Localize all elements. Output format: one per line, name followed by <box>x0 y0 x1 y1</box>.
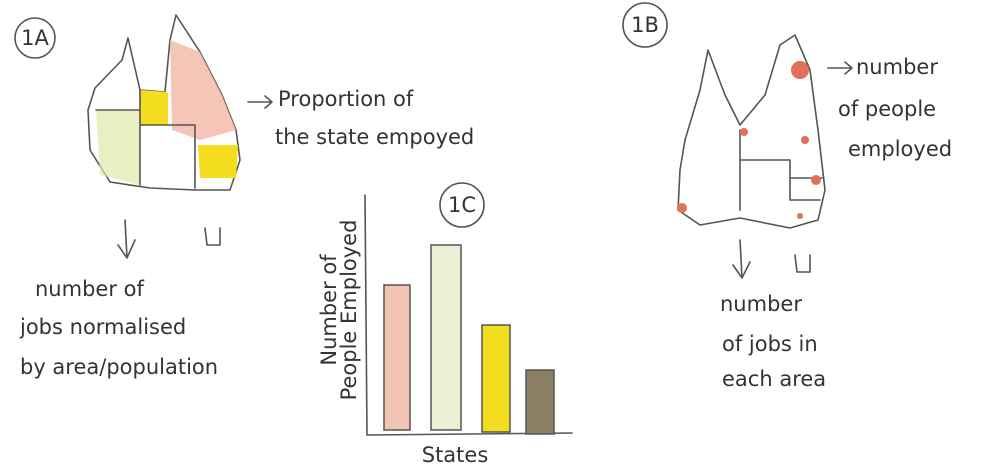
caption: jobs normalised <box>19 315 186 339</box>
annotation: number <box>856 55 938 79</box>
region <box>170 40 236 140</box>
caption: number of <box>35 277 144 301</box>
panel-1c: 1C Number of People Employed States <box>317 182 573 467</box>
border <box>739 129 823 211</box>
caption: by area/population <box>20 355 218 379</box>
annotation: employed <box>848 137 952 161</box>
annotation: of people <box>838 97 936 121</box>
label-circle <box>622 2 668 48</box>
annotation: the state empoyed <box>275 125 474 149</box>
marker <box>811 175 821 185</box>
bar <box>383 284 411 431</box>
arrow <box>117 219 136 259</box>
bar <box>525 369 555 435</box>
label-circle <box>439 182 485 228</box>
panel-label: 1B <box>631 13 659 37</box>
panel-label: 1C <box>448 193 476 217</box>
arrow <box>732 239 751 279</box>
panel-label: 1A <box>21 26 49 50</box>
y-axis-label: Number of <box>317 254 341 366</box>
marker <box>677 203 687 213</box>
marker <box>791 61 809 79</box>
arrow <box>827 61 853 75</box>
region <box>140 90 168 125</box>
panel-1a: 1A Proportion of the state empoyed numbe… <box>14 14 474 379</box>
region <box>198 145 238 178</box>
label-circle <box>14 17 56 59</box>
annotation: Proportion of <box>278 87 414 111</box>
x-axis-label: States <box>422 443 489 467</box>
border <box>95 89 196 189</box>
axes <box>364 194 573 436</box>
marker <box>797 213 803 219</box>
bar <box>481 324 511 433</box>
symbol <box>794 254 811 273</box>
markers <box>677 61 821 219</box>
caption: of jobs in <box>722 332 818 356</box>
symbol <box>204 227 221 246</box>
caption: number <box>720 292 802 316</box>
y-axis-label: People Employed <box>337 220 361 401</box>
bar <box>430 244 462 431</box>
marker <box>740 128 748 136</box>
panel-1b: 1B number of people employed number of j… <box>622 2 952 391</box>
arrow <box>247 95 273 109</box>
marker <box>801 136 809 144</box>
caption: each area <box>722 367 826 391</box>
map <box>677 34 826 229</box>
region <box>96 110 140 185</box>
